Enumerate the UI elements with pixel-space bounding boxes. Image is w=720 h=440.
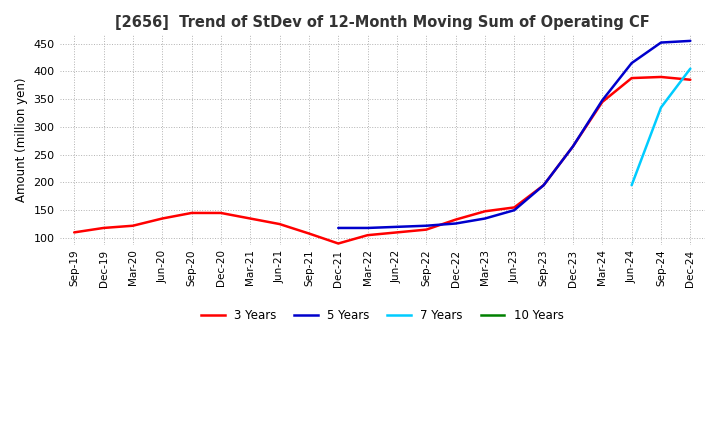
- 5 Years: [334, 225, 343, 231]
- 3 Years: [657, 74, 665, 80]
- 3 Years: [99, 225, 108, 231]
- 3 Years: [305, 231, 313, 236]
- Legend: 3 Years, 5 Years, 7 Years, 10 Years: 3 Years, 5 Years, 7 Years, 10 Years: [197, 304, 568, 326]
- 3 Years: [70, 230, 78, 235]
- 5 Years: [481, 216, 490, 221]
- 5 Years: [392, 224, 401, 230]
- 3 Years: [364, 232, 372, 238]
- 3 Years: [451, 217, 460, 222]
- 3 Years: [187, 210, 196, 216]
- 3 Years: [217, 210, 225, 216]
- Line: 5 Years: 5 Years: [338, 41, 690, 228]
- 3 Years: [627, 75, 636, 81]
- 3 Years: [246, 216, 255, 221]
- 7 Years: [627, 183, 636, 188]
- 5 Years: [451, 221, 460, 226]
- 3 Years: [129, 223, 138, 228]
- 3 Years: [598, 99, 607, 105]
- 7 Years: [686, 66, 695, 71]
- Line: 7 Years: 7 Years: [631, 69, 690, 185]
- Line: 3 Years: 3 Years: [74, 77, 690, 243]
- 7 Years: [657, 105, 665, 110]
- 3 Years: [392, 230, 401, 235]
- 3 Years: [158, 216, 166, 221]
- 3 Years: [422, 227, 431, 232]
- 5 Years: [510, 208, 518, 213]
- 5 Years: [539, 183, 548, 188]
- 3 Years: [510, 205, 518, 210]
- 5 Years: [598, 98, 607, 103]
- 3 Years: [275, 221, 284, 227]
- 3 Years: [481, 209, 490, 214]
- 5 Years: [422, 223, 431, 228]
- Y-axis label: Amount (million yen): Amount (million yen): [15, 78, 28, 202]
- 5 Years: [627, 60, 636, 66]
- 3 Years: [686, 77, 695, 82]
- 5 Years: [657, 40, 665, 45]
- 3 Years: [569, 144, 577, 149]
- 5 Years: [569, 144, 577, 149]
- 3 Years: [334, 241, 343, 246]
- Title: [2656]  Trend of StDev of 12-Month Moving Sum of Operating CF: [2656] Trend of StDev of 12-Month Moving…: [115, 15, 649, 30]
- 5 Years: [364, 225, 372, 231]
- 5 Years: [686, 38, 695, 44]
- 3 Years: [539, 183, 548, 188]
